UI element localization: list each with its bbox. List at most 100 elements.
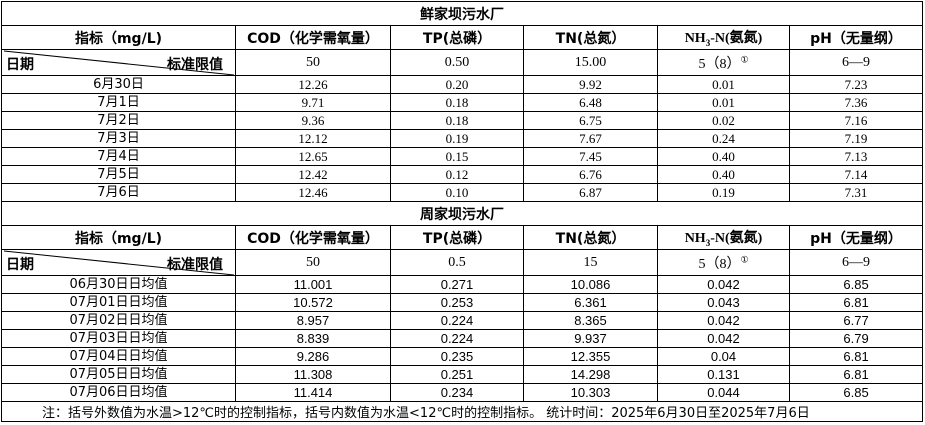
- header-cod: COD（化学需氧量）: [235, 25, 391, 50]
- ph-cell: 7.36: [788, 93, 924, 112]
- cod-cell: 8.957: [235, 311, 391, 330]
- date-label: 日期: [6, 257, 34, 273]
- ph-cell: 6.81: [788, 365, 924, 384]
- header-ph: pH（无量纲）: [788, 25, 924, 50]
- ph-cell: 6.85: [788, 383, 924, 402]
- cod-cell: 11.001: [235, 275, 391, 294]
- header-ph: pH（无量纲）: [788, 225, 924, 250]
- date-label: 日期: [6, 57, 34, 73]
- cod-cell: 11.414: [235, 383, 391, 402]
- cod-cell: 8.839: [235, 329, 391, 348]
- diagonal-header: 日期 标准限值: [1, 49, 236, 76]
- header-indicator: 指标（mg/L): [1, 225, 236, 250]
- tp-cell: 0.20: [390, 75, 524, 94]
- header-tn: TN(总氮）: [523, 25, 658, 50]
- header-cod: COD（化学需氧量）: [235, 225, 391, 250]
- table-row: 7月1日 9.71 0.18 6.48 0.01 7.36: [1, 93, 924, 112]
- tp-cell: 0.18: [390, 111, 524, 130]
- header-nh3: NH3-N(氨氮): [657, 225, 790, 250]
- standard-nh3: 5（8）①: [657, 49, 790, 76]
- ph-cell: 6.85: [788, 275, 924, 294]
- cod-cell: 12.42: [235, 165, 391, 184]
- nh3-cell: 0.042: [657, 311, 790, 330]
- table-row: 7月4日 12.65 0.15 7.45 0.40 7.13: [1, 147, 924, 166]
- standard-label: 标准限值: [167, 257, 223, 273]
- tp-cell: 0.10: [390, 183, 524, 202]
- date-cell: 7月3日: [1, 129, 236, 148]
- tn-cell: 10.303: [523, 383, 658, 402]
- cod-cell: 9.71: [235, 93, 391, 112]
- standard-nh3: 5（8）①: [657, 249, 790, 276]
- ph-cell: 6.77: [788, 311, 924, 330]
- tn-cell: 6.87: [523, 183, 658, 202]
- standard-ph: 6—9: [788, 49, 924, 76]
- table-row: 6月30日 12.26 0.20 9.92 0.01 7.23: [1, 75, 924, 94]
- tp-cell: 0.224: [390, 329, 524, 348]
- table-row: 07月03日日均值 8.839 0.224 9.937 0.042 6.79: [1, 329, 924, 348]
- tn-cell: 14.298: [523, 365, 658, 384]
- tn-cell: 9.92: [523, 75, 658, 94]
- nh3-label-rest: -N(氨氮): [710, 31, 763, 47]
- ph-cell: 6.81: [788, 347, 924, 366]
- nh3-cell: 0.042: [657, 329, 790, 348]
- table-row: 7月6日 12.46 0.10 6.87 0.19 7.31: [1, 183, 924, 202]
- tn-cell: 12.355: [523, 347, 658, 366]
- nh3-cell: 0.04: [657, 347, 790, 366]
- ph-cell: 7.14: [788, 165, 924, 184]
- date-cell: 07月02日日均值: [1, 311, 236, 330]
- nh3-cell: 0.24: [657, 129, 790, 148]
- nh3-subscript: 3: [705, 37, 711, 48]
- plant-title: 周家坝污水厂: [0, 201, 924, 226]
- standard-ph: 6—9: [788, 249, 924, 276]
- nh3-cell: 0.042: [657, 275, 790, 294]
- nh3-cell: 0.131: [657, 365, 790, 384]
- nh3-cell: 0.40: [657, 147, 790, 166]
- tn-cell: 7.67: [523, 129, 658, 148]
- table-row: 7月2日 9.36 0.18 6.75 0.02 7.16: [1, 111, 924, 130]
- tn-cell: 8.365: [523, 311, 658, 330]
- table-row: 07月01日日均值 10.572 0.253 6.361 0.043 6.81: [1, 293, 924, 312]
- cod-cell: 12.12: [235, 129, 391, 148]
- table-row: 07月04日日均值 9.286 0.235 12.355 0.04 6.81: [1, 347, 924, 366]
- standard-nh3-value: 5（8）: [698, 56, 741, 72]
- ph-cell: 7.23: [788, 75, 924, 94]
- nh3-cell: 0.044: [657, 383, 790, 402]
- standard-tn: 15.00: [523, 49, 658, 76]
- tp-cell: 0.19: [390, 129, 524, 148]
- footnote-marker: ①: [740, 53, 749, 64]
- date-cell: 7月4日: [1, 147, 236, 166]
- date-cell: 07月03日日均值: [1, 329, 236, 348]
- date-cell: 7月2日: [1, 111, 236, 130]
- header-tn: TN(总氮）: [523, 225, 658, 250]
- ph-cell: 7.16: [788, 111, 924, 130]
- standard-tp: 0.50: [390, 49, 524, 76]
- tn-cell: 6.75: [523, 111, 658, 130]
- tp-cell: 0.253: [390, 293, 524, 312]
- table-row: 7月5日 12.42 0.12 6.76 0.40 7.14: [1, 165, 924, 184]
- standard-cod: 50: [235, 49, 391, 76]
- date-cell: 7月6日: [1, 183, 236, 202]
- date-cell: 07月01日日均值: [1, 293, 236, 312]
- cod-cell: 12.46: [235, 183, 391, 202]
- standard-tp: 0.5: [390, 249, 524, 276]
- nh3-cell: 0.01: [657, 75, 790, 94]
- plant-title: 鲜家坝污水厂: [0, 1, 924, 26]
- date-cell: 7月1日: [1, 93, 236, 112]
- nh3-subscript: 3: [705, 237, 711, 248]
- footnote: 注：括号外数值为水温>12℃时的控制指标，括号内数值为水温<12℃时的控制指标。…: [0, 401, 924, 422]
- cod-cell: 10.572: [235, 293, 391, 312]
- date-cell: 07月06日日均值: [1, 383, 236, 402]
- table-row: 07月02日日均值 8.957 0.224 8.365 0.042 6.77: [1, 311, 924, 330]
- table-row: 07月05日日均值 11.308 0.251 14.298 0.131 6.81: [1, 365, 924, 384]
- tn-cell: 6.76: [523, 165, 658, 184]
- tp-cell: 0.12: [390, 165, 524, 184]
- header-tp: TP(总磷）: [390, 225, 524, 250]
- table-row: 7月3日 12.12 0.19 7.67 0.24 7.19: [1, 129, 924, 148]
- cod-cell: 12.26: [235, 75, 391, 94]
- date-cell: 7月5日: [1, 165, 236, 184]
- tn-cell: 6.48: [523, 93, 658, 112]
- nh3-label: NH: [684, 31, 706, 47]
- cod-cell: 9.286: [235, 347, 391, 366]
- tn-cell: 6.361: [523, 293, 658, 312]
